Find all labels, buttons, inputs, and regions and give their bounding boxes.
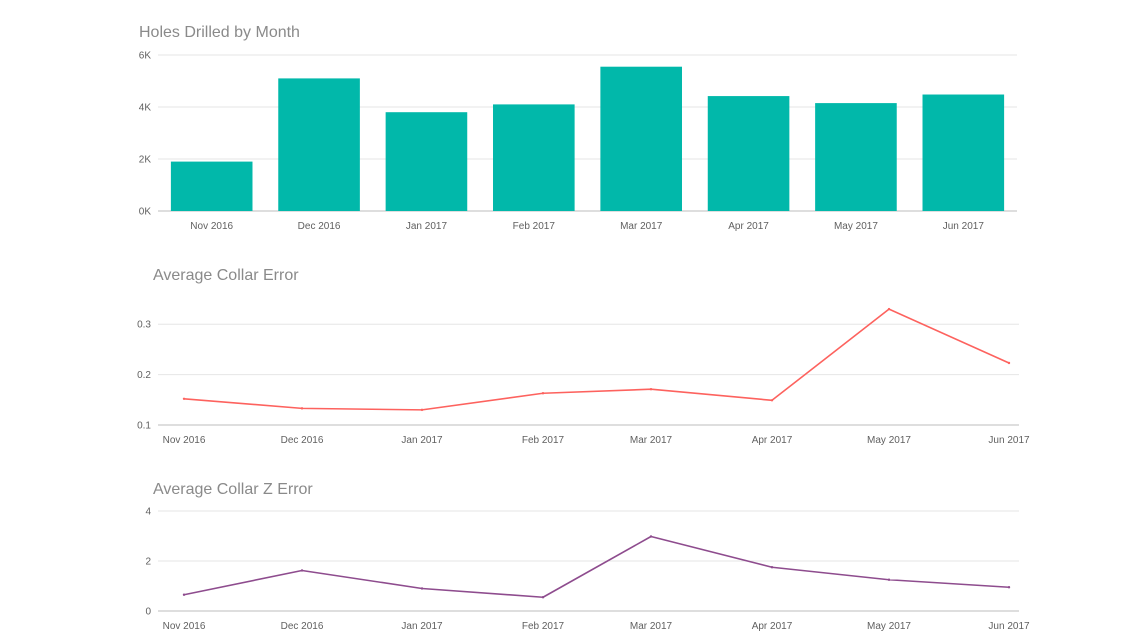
bar-feb-2017 xyxy=(493,104,575,211)
data-point-mar-2017 xyxy=(649,388,653,391)
x-tick-label: Mar 2017 xyxy=(630,621,673,632)
x-tick-label: Jun 2017 xyxy=(988,435,1030,446)
series-line xyxy=(183,308,1010,411)
y-tick-label: 4K xyxy=(139,103,152,114)
y-tick-label: 0.2 xyxy=(137,370,151,381)
x-tick-label: Jun 2017 xyxy=(943,221,985,232)
data-point-jun-2017 xyxy=(1007,586,1011,589)
data-point-jan-2017 xyxy=(420,587,424,590)
y-tick-label: 2 xyxy=(145,557,151,568)
data-point-apr-2017 xyxy=(770,399,774,402)
y-tick-label: 0 xyxy=(145,607,151,618)
avg-collar-z-error-chart-title: Average Collar Z Error xyxy=(153,481,313,498)
x-tick-label: Apr 2017 xyxy=(752,435,793,446)
x-tick-label: Mar 2017 xyxy=(630,435,673,446)
data-point-apr-2017 xyxy=(770,566,774,569)
x-tick-label: Dec 2016 xyxy=(298,221,341,232)
bar-apr-2017 xyxy=(707,96,790,211)
x-tick-label: Feb 2017 xyxy=(522,435,565,446)
data-point-nov-2016 xyxy=(182,397,186,400)
data-point-jun-2017 xyxy=(1007,361,1011,365)
x-tick-label: Feb 2017 xyxy=(522,621,565,632)
avg-collar-error-chart-title: Average Collar Error xyxy=(153,267,299,284)
bar-dec-2016 xyxy=(278,78,360,212)
x-tick-label: Dec 2016 xyxy=(281,621,324,632)
y-tick-label: 6K xyxy=(139,51,152,62)
y-tick-label: 0.1 xyxy=(137,421,151,432)
x-tick-label: Jan 2017 xyxy=(401,621,443,632)
series-line xyxy=(183,535,1010,599)
x-tick-label: Jan 2017 xyxy=(406,221,448,232)
bar-jan-2017 xyxy=(385,112,468,211)
x-tick-label: Nov 2016 xyxy=(190,221,233,232)
x-tick-label: May 2017 xyxy=(867,621,911,632)
bar-nov-2016 xyxy=(170,161,253,211)
data-point-jan-2017 xyxy=(420,408,424,412)
x-tick-label: Mar 2017 xyxy=(620,221,663,232)
data-point-may-2017 xyxy=(887,307,891,311)
y-tick-label: 0K xyxy=(139,207,152,218)
data-point-may-2017 xyxy=(887,578,891,581)
data-point-dec-2016 xyxy=(300,407,304,410)
x-tick-label: May 2017 xyxy=(834,221,878,232)
x-tick-label: Feb 2017 xyxy=(513,221,556,232)
x-tick-label: Jan 2017 xyxy=(401,435,443,446)
data-point-feb-2017 xyxy=(541,596,545,599)
x-tick-label: Apr 2017 xyxy=(728,221,769,232)
bar-jun-2017 xyxy=(922,94,1005,211)
y-tick-label: 4 xyxy=(145,507,151,518)
bar-mar-2017 xyxy=(600,66,682,211)
x-tick-label: Apr 2017 xyxy=(752,621,793,632)
x-tick-label: Dec 2016 xyxy=(281,435,324,446)
x-tick-label: Jun 2017 xyxy=(988,621,1030,632)
holes-drilled-chart-title: Holes Drilled by Month xyxy=(139,24,300,41)
x-tick-label: Nov 2016 xyxy=(163,621,206,632)
data-point-feb-2017 xyxy=(541,392,545,395)
data-point-dec-2016 xyxy=(300,569,304,572)
x-tick-label: Nov 2016 xyxy=(163,435,206,446)
x-tick-label: May 2017 xyxy=(867,435,911,446)
y-tick-label: 0.3 xyxy=(137,320,151,331)
data-point-mar-2017 xyxy=(649,535,653,538)
y-tick-label: 2K xyxy=(139,155,152,166)
bar-may-2017 xyxy=(815,103,897,211)
data-point-nov-2016 xyxy=(182,593,186,596)
